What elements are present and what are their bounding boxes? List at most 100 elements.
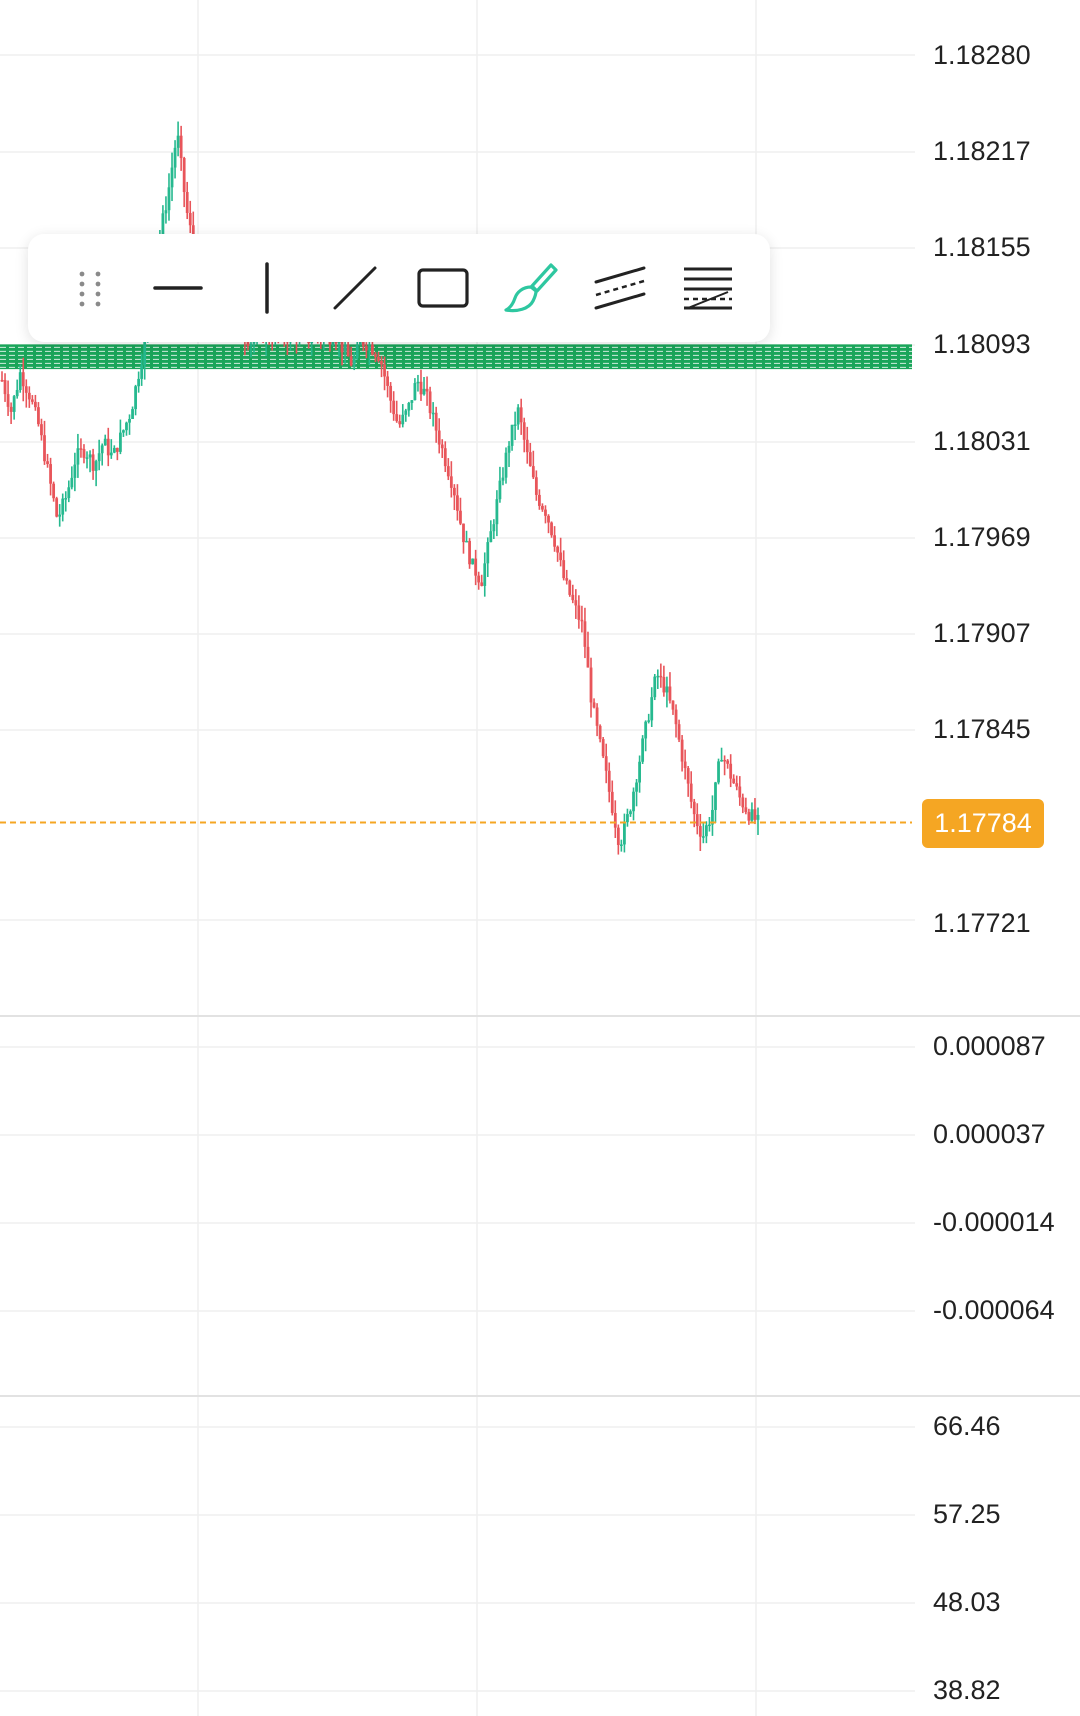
candle-body — [119, 432, 122, 452]
candle-body — [571, 594, 575, 601]
candle-body — [650, 697, 654, 721]
candle-body — [97, 453, 101, 462]
candle-body — [641, 738, 645, 762]
candle-body — [677, 724, 681, 740]
horizontal-line-icon — [153, 286, 204, 290]
candle-body — [55, 498, 59, 517]
rectangle-tool[interactable] — [411, 256, 475, 320]
indicator1-axis-label: 0.000037 — [933, 1119, 1046, 1149]
candle-body — [647, 720, 651, 722]
candle-body — [416, 381, 420, 384]
candle-body — [33, 401, 37, 408]
candle-body — [486, 542, 490, 564]
candle-body — [173, 147, 177, 168]
candle-body — [686, 768, 690, 784]
horizontal-zone[interactable] — [0, 344, 912, 370]
candle-body — [683, 761, 687, 769]
candle-body — [501, 477, 505, 481]
brush-icon — [504, 263, 558, 313]
candle-body — [79, 448, 83, 450]
candle-body — [3, 380, 7, 395]
candle-body — [82, 449, 86, 458]
candle-body — [744, 807, 748, 813]
candle-body — [708, 824, 711, 827]
candle-body — [27, 392, 31, 400]
candle-body — [70, 477, 74, 488]
candle-body — [361, 341, 365, 347]
candle-body — [729, 763, 733, 779]
trend-line-tool[interactable] — [323, 256, 387, 320]
candle-body — [459, 510, 462, 524]
candle-body — [595, 707, 599, 726]
candle-body — [547, 515, 550, 523]
candle-body — [112, 447, 116, 453]
candle-body — [577, 605, 581, 620]
candle-body — [431, 412, 435, 415]
candle-body — [507, 445, 511, 453]
candle-body — [21, 372, 25, 387]
candle-body — [334, 342, 338, 344]
candle-body — [732, 778, 736, 784]
candle-body — [73, 464, 77, 478]
candle-body — [720, 759, 723, 762]
indicator2-axis-label: 38.82 — [933, 1675, 1001, 1705]
candle-body — [343, 344, 347, 353]
candle-body — [103, 438, 107, 446]
candle-body — [0, 379, 4, 382]
candle-body — [616, 827, 620, 845]
fib-retracement-icon — [683, 267, 732, 310]
vertical-line-icon — [264, 262, 269, 314]
candle-body — [452, 487, 456, 496]
candle-body — [559, 552, 563, 561]
brush-tool[interactable] — [499, 256, 563, 320]
candle-body — [711, 809, 714, 825]
candle-body — [519, 407, 523, 423]
drag-handle-tool[interactable] — [58, 256, 122, 320]
candle-body — [410, 400, 414, 403]
candle-body — [541, 505, 544, 510]
candle-body — [67, 487, 71, 499]
candle-body — [528, 452, 532, 467]
candle-body — [629, 811, 632, 815]
horizontal-line-tool[interactable] — [146, 256, 210, 320]
candle-body — [698, 826, 702, 837]
candle-body — [735, 783, 739, 787]
candle-body — [434, 412, 438, 431]
indicator2-axis-label: 57.25 — [933, 1499, 1001, 1529]
candle-body — [477, 575, 481, 583]
candle-body — [131, 409, 134, 419]
vertical-line-tool[interactable] — [235, 256, 299, 320]
indicator2-axis-label: 66.46 — [933, 1411, 1001, 1441]
candle-body — [182, 158, 186, 193]
candle-body — [574, 600, 578, 606]
candle-body — [544, 509, 547, 516]
price-axis[interactable]: 1.18280 1.18217 1.18155 1.18093 1.18031 … — [933, 40, 1031, 938]
indicator1-axis[interactable]: 0.000087 0.000037 -0.000014 -0.000064 — [933, 1031, 1055, 1325]
candle-body — [680, 739, 684, 762]
candle-body — [516, 407, 520, 425]
candle-body — [537, 494, 541, 506]
candle-body — [358, 341, 362, 346]
candle-body — [568, 580, 572, 595]
candle-body — [37, 407, 40, 425]
candle-body — [510, 424, 514, 446]
current-price-value: 1.17784 — [934, 808, 1032, 838]
candle-body — [52, 483, 56, 499]
parallel-channel-tool[interactable] — [588, 256, 652, 320]
candle-body — [140, 365, 144, 379]
indicator2-axis[interactable]: 66.46 57.25 48.03 38.82 — [933, 1411, 1001, 1705]
price-axis-label: 1.17907 — [933, 618, 1031, 648]
drawing-toolbar — [28, 234, 770, 342]
candle-body — [88, 454, 92, 458]
fib-retracement-tool[interactable] — [676, 256, 740, 320]
candle-body — [76, 448, 80, 465]
candle-body — [407, 402, 411, 411]
candle-body — [741, 797, 745, 808]
candle-body — [386, 376, 389, 386]
candle-body — [164, 210, 168, 214]
candle-body — [704, 825, 708, 837]
candle-body — [701, 836, 705, 838]
candle-body — [355, 345, 359, 358]
candle-body — [504, 452, 508, 478]
candle-body — [656, 675, 660, 678]
